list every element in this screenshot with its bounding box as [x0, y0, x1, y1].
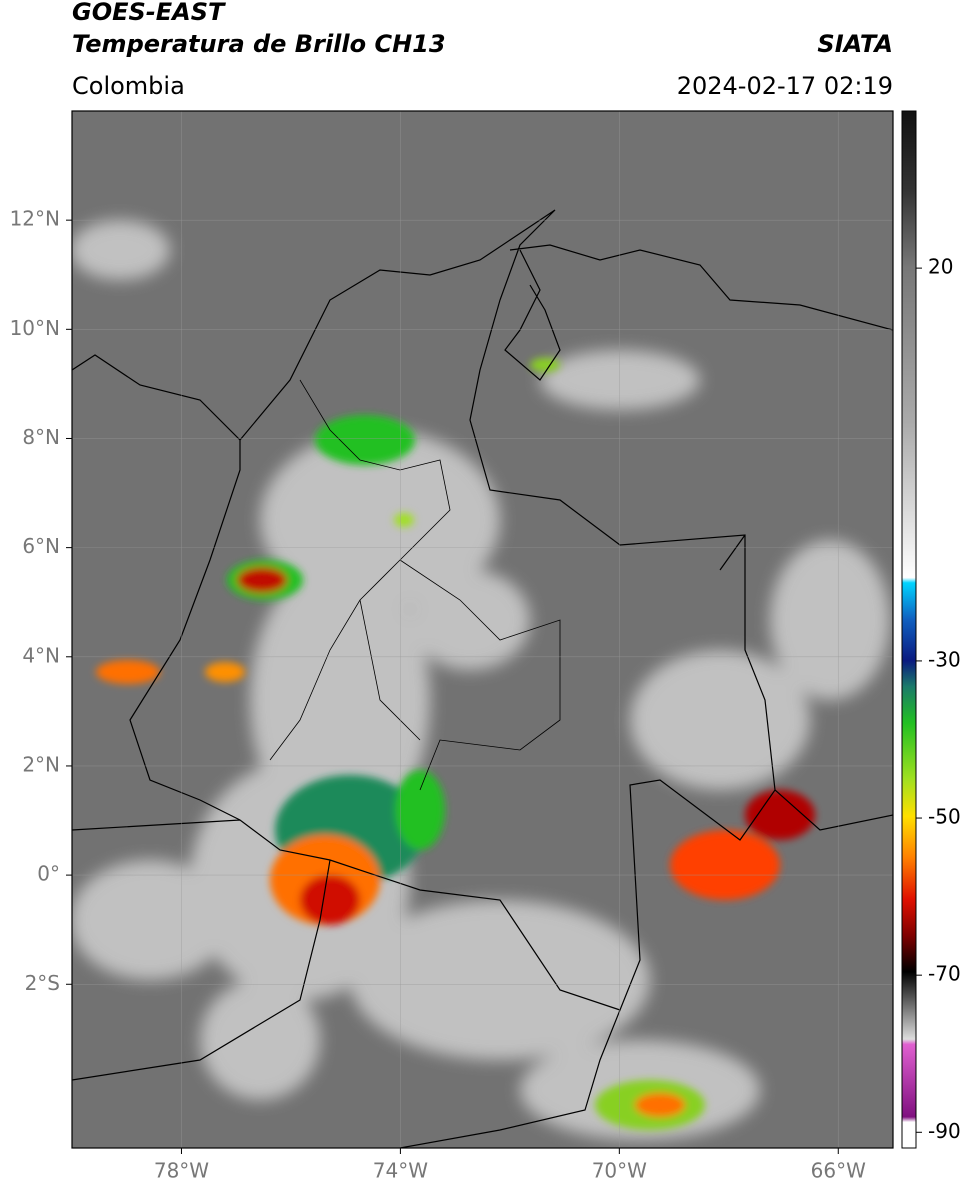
y-tick-label: 0°	[37, 862, 60, 886]
y-tick-label: 12°N	[10, 207, 60, 231]
colorbar-tick-label: -90	[928, 1119, 961, 1143]
y-tick-label: 2°S	[25, 971, 60, 995]
source: SIATA	[817, 30, 893, 58]
region: Colombia	[72, 72, 185, 100]
colorbar	[901, 110, 917, 1149]
y-tick-label: 4°N	[22, 643, 60, 667]
y-tick-label: 10°N	[10, 316, 60, 340]
colorbar-tick-label: -50	[928, 805, 961, 829]
satellite-image	[72, 111, 893, 1148]
y-tick-label: 2°N	[22, 752, 60, 776]
title-line-1: GOES-EAST	[72, 0, 226, 26]
y-tick-label: 6°N	[22, 534, 60, 558]
colorbar-tick-label: -70	[928, 962, 961, 986]
x-tick-label: 78°W	[154, 1159, 209, 1183]
timestamp: 2024-02-17 02:19	[677, 72, 893, 100]
x-tick-label: 74°W	[373, 1159, 428, 1183]
colorbar-tick-label: -30	[928, 647, 961, 671]
x-tick-label: 70°W	[592, 1159, 647, 1183]
title-line-2: Temperatura de Brillo CH13	[72, 30, 446, 58]
map-frame	[71, 110, 894, 1149]
x-tick-label: 66°W	[811, 1159, 866, 1183]
y-tick-label: 8°N	[22, 425, 60, 449]
colorbar-tick-label: 20	[928, 255, 953, 279]
